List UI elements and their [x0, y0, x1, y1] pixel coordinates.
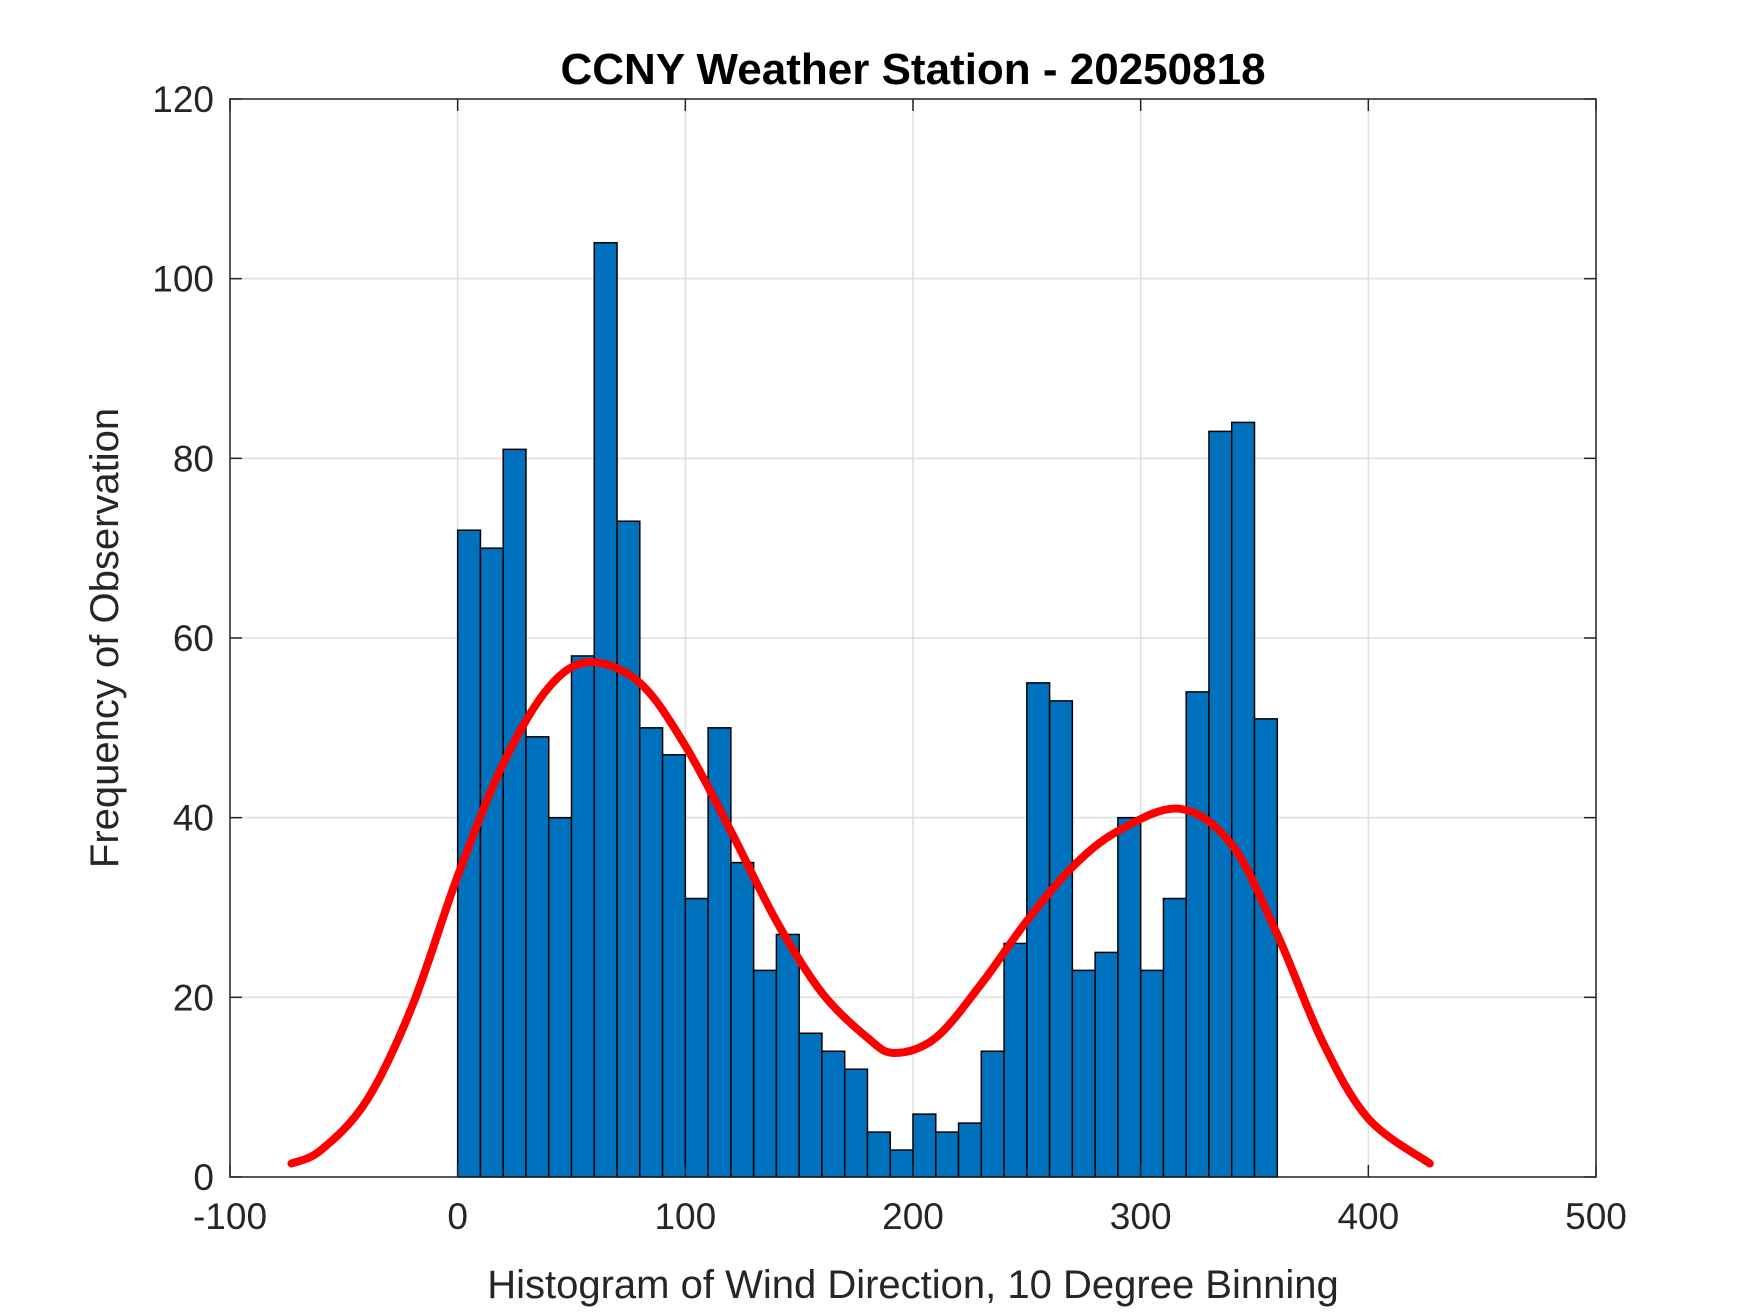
histogram-bar [616, 520, 641, 1178]
histogram-bar [1003, 942, 1028, 1178]
histogram-bar [502, 448, 527, 1178]
x-tick-label: 200 [882, 1196, 944, 1237]
y-tick-label: 0 [193, 1157, 214, 1198]
histogram-bar [1094, 951, 1119, 1178]
histogram-bar [798, 1032, 823, 1178]
y-tick-label: 120 [152, 79, 214, 120]
y-tick-label: 60 [173, 618, 214, 659]
y-tick-label: 40 [173, 798, 214, 839]
histogram-bar [1185, 691, 1210, 1178]
histogram-bar [1048, 700, 1074, 1178]
chart-title: CCNY Weather Station - 20250818 [560, 45, 1265, 94]
histogram-bar [752, 969, 778, 1178]
histogram-bar [661, 754, 687, 1178]
histogram-bar [1071, 969, 1096, 1178]
histogram-bar [1230, 421, 1256, 1178]
histogram-bar [957, 1122, 983, 1178]
histogram-bar [1117, 816, 1142, 1178]
histogram-bar [980, 1050, 1005, 1178]
histogram-bar [775, 933, 800, 1178]
histogram-bar [593, 241, 618, 1178]
x-axis-label: Histogram of Wind Direction, 10 Degree B… [487, 1263, 1339, 1307]
x-tick-label: -100 [193, 1196, 267, 1237]
histogram-bar [479, 547, 504, 1178]
x-tick-label: 0 [447, 1196, 468, 1237]
x-tick-label: 100 [654, 1196, 716, 1237]
x-tick-label: 400 [1337, 1196, 1399, 1237]
histogram-bar [1208, 430, 1233, 1178]
histogram-bar [639, 727, 664, 1178]
y-tick-label: 100 [152, 259, 214, 300]
fit-curve [287, 658, 1434, 1168]
histogram-bar [843, 1068, 869, 1178]
histogram-bar [889, 1149, 914, 1178]
histogram-bar [1139, 969, 1165, 1178]
histogram-bar [525, 736, 550, 1178]
histogram-bar [821, 1050, 846, 1178]
histogram-bar [912, 1113, 937, 1178]
histogram-bar [547, 816, 573, 1178]
histogram-bar [730, 861, 755, 1178]
y-tick-label: 20 [173, 977, 214, 1018]
histogram-bar [1026, 682, 1051, 1178]
y-axis-label: Frequency of Observation [83, 408, 127, 868]
y-tick-label: 80 [173, 438, 214, 479]
histogram-bar [1162, 897, 1187, 1178]
histogram-bar [866, 1131, 891, 1178]
x-tick-label: 500 [1565, 1196, 1627, 1237]
histogram-bar [1253, 718, 1279, 1178]
histogram-bar [935, 1131, 960, 1178]
histogram-bar [570, 655, 596, 1178]
histogram-bar [684, 897, 709, 1178]
x-tick-label: 300 [1110, 1196, 1172, 1237]
